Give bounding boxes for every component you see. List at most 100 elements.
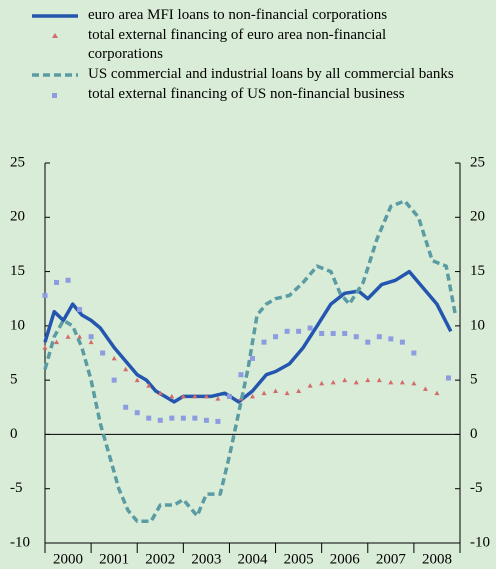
marker: [54, 279, 60, 285]
series-line: [43, 269, 453, 404]
legend-symbol: [52, 93, 57, 98]
marker: [342, 377, 348, 383]
marker: [203, 417, 209, 423]
marker: [411, 350, 417, 356]
legend-item: euro area MFI loans to non-financial cor…: [30, 6, 490, 25]
marker: [215, 396, 221, 401]
legend-item: total external financing of US non-finan…: [30, 85, 490, 104]
marker: [192, 393, 198, 399]
legend-marker: [52, 93, 57, 98]
y2-tick-label: 5: [470, 372, 478, 388]
marker: [111, 377, 117, 383]
marker: [54, 339, 60, 345]
marker: [123, 366, 129, 372]
y2-tick-label: -5: [470, 480, 483, 496]
marker: [365, 339, 371, 345]
y2-tick-label: -10: [470, 534, 490, 550]
marker: [284, 390, 290, 396]
marker: [42, 292, 48, 298]
marker: [273, 388, 279, 393]
marker: [319, 380, 325, 386]
marker: [100, 350, 106, 356]
marker: [146, 415, 152, 421]
x-tick-label: 2005: [284, 551, 314, 567]
marker: [134, 410, 140, 416]
marker: [88, 334, 94, 340]
legend: euro area MFI loans to non-financial cor…: [30, 6, 490, 105]
marker: [342, 330, 348, 336]
legend-symbol: [52, 33, 58, 38]
marker: [42, 345, 48, 350]
marker: [215, 418, 221, 424]
marker: [169, 415, 175, 421]
x-tick-label: 2008: [422, 551, 452, 567]
legend-label: total external financing of euro area no…: [88, 27, 387, 62]
marker: [226, 393, 232, 399]
marker: [180, 415, 186, 421]
y2-tick-label: 15: [470, 263, 485, 279]
marker: [376, 334, 382, 340]
marker: [411, 380, 417, 386]
marker: [250, 393, 255, 399]
y2-tick-label: 20: [470, 209, 485, 225]
legend-label: total external financing of US non-finan…: [88, 86, 405, 102]
marker: [365, 377, 371, 383]
marker: [399, 379, 405, 385]
marker: [307, 325, 313, 331]
marker: [65, 334, 71, 339]
marker: [296, 388, 302, 393]
y2-tick-label: 25: [470, 154, 485, 170]
marker: [273, 334, 279, 340]
y-tick-label: -10: [10, 534, 30, 550]
marker: [180, 393, 186, 399]
marker: [399, 339, 405, 345]
marker: [111, 355, 117, 361]
legend-label: euro area MFI loans to non-financial cor…: [88, 7, 388, 23]
x-tick-label: 2006: [330, 551, 361, 567]
x-tick-label: 2003: [191, 551, 221, 567]
marker: [65, 277, 71, 283]
y-tick-label: 25: [10, 154, 25, 170]
marker: [238, 372, 244, 378]
x-tick-label: 2007: [376, 551, 407, 567]
x-tick-label: 2001: [99, 551, 129, 567]
marker: [296, 328, 302, 334]
marker: [261, 339, 267, 345]
marker: [88, 339, 94, 345]
legend-symbol: [32, 73, 78, 77]
legend-marker: [52, 33, 58, 38]
marker: [134, 377, 140, 383]
x-tick-label: 2000: [53, 551, 83, 567]
marker: [353, 379, 359, 385]
marker: [284, 328, 290, 334]
marker: [157, 390, 163, 396]
marker: [388, 379, 394, 385]
series-line: [43, 199, 458, 524]
marker: [422, 386, 428, 391]
marker: [353, 334, 359, 340]
y-tick-label: 5: [10, 372, 18, 388]
marker: [261, 390, 267, 396]
marker: [307, 383, 313, 388]
marker: [157, 417, 163, 423]
marker: [77, 334, 83, 339]
x-tick-label: 2002: [145, 551, 175, 567]
marker: [388, 336, 394, 342]
marker: [203, 393, 209, 399]
marker: [445, 375, 451, 381]
marker: [376, 377, 382, 383]
legend-label: US commercial and industrial loans by al…: [88, 66, 454, 82]
legend-symbol: [32, 14, 78, 18]
marker: [330, 330, 336, 336]
y-tick-label: 15: [10, 263, 25, 279]
y-tick-label: 10: [10, 317, 25, 333]
marker: [146, 383, 152, 388]
marker: [434, 390, 440, 396]
marker: [330, 379, 336, 385]
y-tick-label: 20: [10, 209, 25, 225]
y-tick-label: 0: [10, 426, 18, 442]
legend-item: US commercial and industrial loans by al…: [30, 65, 490, 84]
marker: [123, 404, 129, 410]
